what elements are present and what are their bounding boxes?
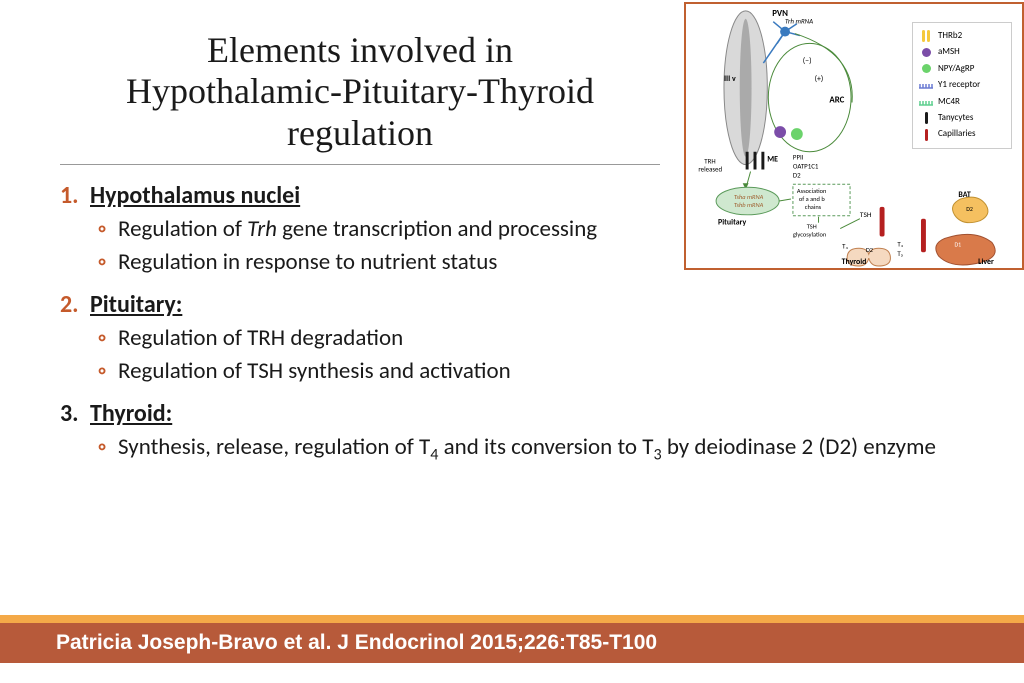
legend-symbol <box>919 80 933 90</box>
footer: Patricia Joseph-Bravo et al. J Endocrino… <box>0 615 1024 663</box>
label-tsha: Tsha mRNA <box>734 193 764 201</box>
tanycyte-3 <box>761 152 764 170</box>
label-t4: T₄ <box>842 241 848 250</box>
label-d2th: D2 <box>866 246 873 254</box>
amsh-icon <box>774 126 786 138</box>
label-pituitary: Pituitary <box>718 218 746 228</box>
ventricle-slit <box>740 19 752 157</box>
label-assoc-3: chains <box>805 203 822 211</box>
footer-main-stripe: Patricia Joseph-Bravo et al. J Endocrino… <box>0 623 1024 663</box>
label-assoc-2: of a and b <box>799 195 825 203</box>
bullet-list: Synthesis, release, regulation of T4 and… <box>60 432 984 466</box>
label-tshg-1: TSH <box>807 223 817 231</box>
arrow-assoc <box>779 199 791 201</box>
legend-symbol <box>919 113 933 123</box>
legend-row: MC4R <box>919 95 1005 109</box>
legend-label: MC4R <box>938 95 960 109</box>
label-bat-d2: D2 <box>966 205 973 213</box>
bullet-item: Regulation of TRH degradation <box>118 323 984 354</box>
legend-symbol <box>919 97 933 107</box>
title-line1: Elements involved in <box>207 30 513 70</box>
capillary-1 <box>880 207 885 237</box>
label-minus: (−) <box>803 56 812 66</box>
label-t3: T₃ <box>897 249 903 258</box>
label-trh-mrna: Trh mRNA <box>785 17 813 26</box>
legend-row: NPY/AgRP <box>919 62 1005 76</box>
legend-label: aMSH <box>938 45 960 59</box>
label-thyroid: Thyroid <box>842 257 867 267</box>
legend-symbol <box>919 48 933 58</box>
legend-row: aMSH <box>919 45 1005 59</box>
tanycyte-2 <box>754 152 757 170</box>
label-tshb: Tshb mRNA <box>734 201 764 209</box>
label-plus: (+) <box>815 74 824 84</box>
label-t4b: T₄ <box>897 239 903 248</box>
legend-symbol <box>919 31 933 41</box>
footer-accent-stripe <box>0 615 1024 623</box>
label-oatp: OATP1C1 <box>793 162 819 171</box>
legend-label: NPY/AgRP <box>938 62 974 76</box>
label-trh-rel-2: released <box>698 164 722 173</box>
section-number: 2. <box>60 290 79 319</box>
label-tshg-2: glycosylation <box>793 230 826 238</box>
trh-neuron-icon <box>763 22 799 63</box>
legend-symbol <box>919 64 933 74</box>
title-line2: Hypothalamic-Pituitary-Thyroid <box>126 71 594 111</box>
legend-label: Y1 receptor <box>938 78 980 92</box>
legend-row: Capillaries <box>919 127 1005 141</box>
label-iiiv: III v <box>724 74 736 84</box>
capillary-2 <box>921 219 926 252</box>
label-d2: D2 <box>793 170 801 179</box>
footer-citation: Patricia Joseph-Bravo et al. J Endocrino… <box>56 631 657 655</box>
diagram-legend: THRb2 aMSH NPY/AgRP Y1 receptor MC4R Tanycyte… <box>912 22 1012 149</box>
section-heading: 2.Pituitary: <box>60 290 984 319</box>
bullet-item: Regulation of TSH synthesis and activati… <box>118 356 984 387</box>
label-arc: ARC <box>829 96 844 106</box>
legend-row: THRb2 <box>919 29 1005 43</box>
label-tsh: TSH <box>860 210 872 219</box>
tanycyte-1 <box>746 152 749 170</box>
label-ppii: PPII <box>793 153 804 162</box>
legend-symbol <box>919 130 933 140</box>
label-me: ME <box>767 155 778 165</box>
npy-icon <box>791 128 803 140</box>
label-liver-d1: D1 <box>954 240 961 248</box>
legend-label: Capillaries <box>938 127 976 141</box>
arrow-tsh <box>840 219 860 229</box>
legend-row: Tanycytes <box>919 111 1005 125</box>
section-heading: 3.Thyroid: <box>60 399 984 428</box>
legend-label: THRb2 <box>938 29 962 43</box>
bullet-item: Synthesis, release, regulation of T4 and… <box>118 432 984 466</box>
legend-row: Y1 receptor <box>919 78 1005 92</box>
slide: Elements involved in Hypothalamic-Pituit… <box>0 0 1024 683</box>
label-liver: Liver <box>978 257 994 267</box>
legend-label: Tanycytes <box>938 111 973 125</box>
slide-title: Elements involved in Hypothalamic-Pituit… <box>60 30 660 154</box>
section-number: 1. <box>60 181 79 210</box>
label-bat: BAT <box>958 190 970 200</box>
hpt-axis-diagram: PVN III v Trh mRNA ARC (−) (+) <box>684 2 1024 270</box>
title-divider <box>60 164 660 165</box>
bullet-list: Regulation of TRH degradationRegulation … <box>60 323 984 387</box>
section-number: 3. <box>60 399 79 428</box>
title-line3: regulation <box>287 113 433 153</box>
label-assoc-1: Association <box>797 187 827 195</box>
